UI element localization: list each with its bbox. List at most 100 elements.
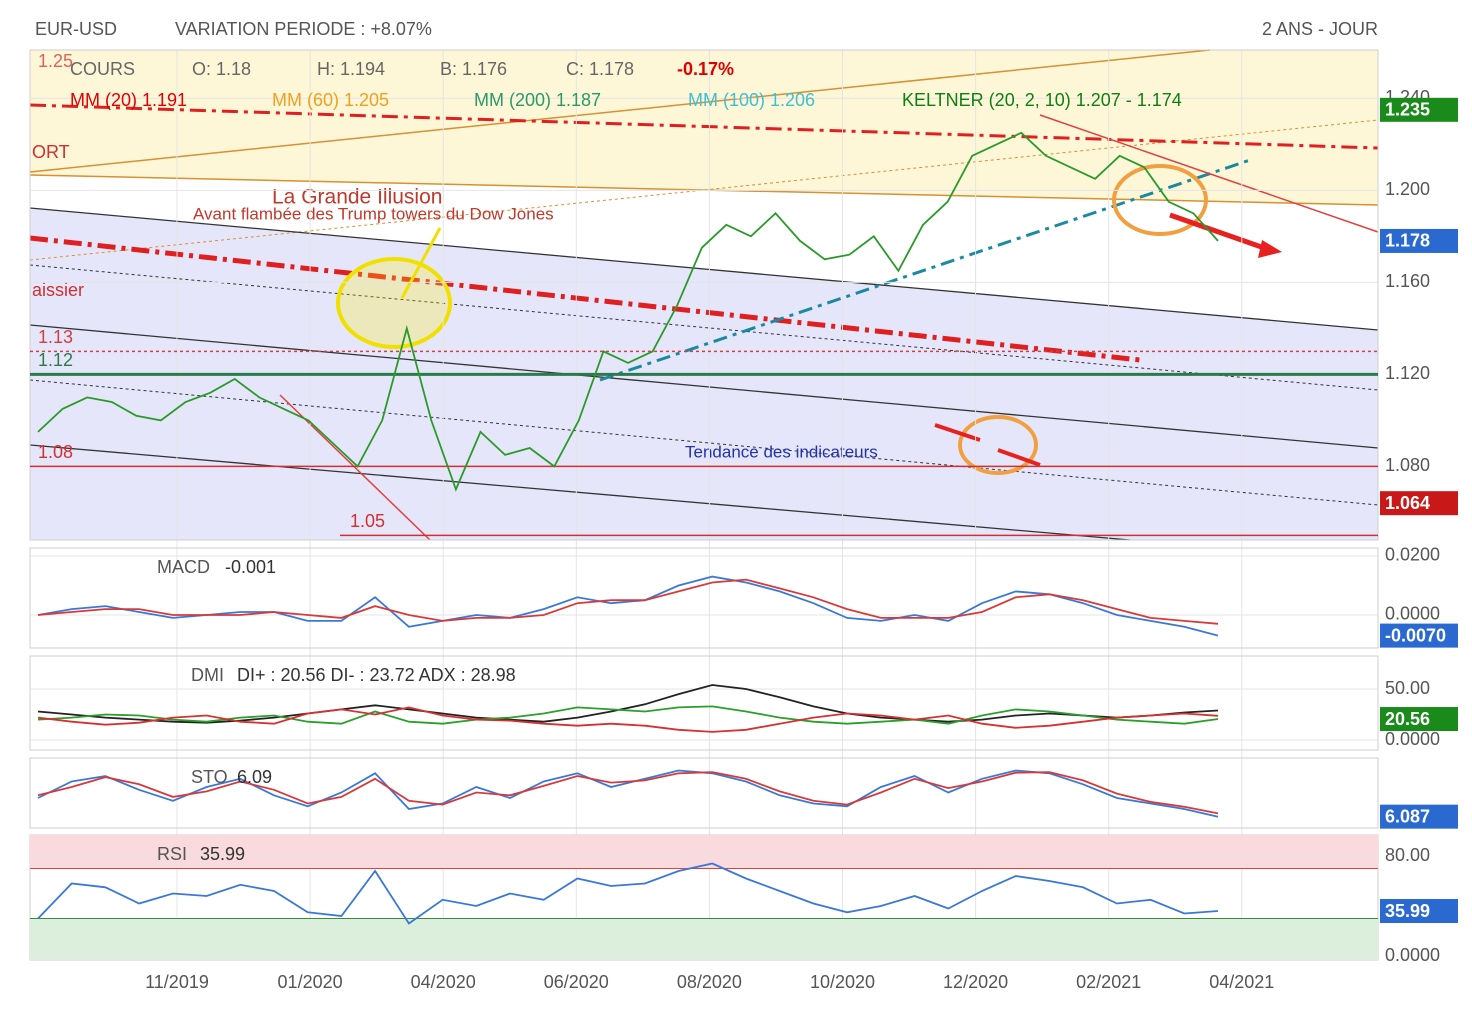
legend-entry: C: 1.178	[566, 59, 634, 79]
level-label: 1.12	[38, 350, 73, 370]
value-badge	[1380, 707, 1458, 732]
channel-line	[29, 324, 1379, 449]
badge-label: 35.99	[1385, 901, 1430, 921]
x-tick-label: 11/2019	[145, 972, 209, 992]
series-line	[37, 862, 1219, 925]
series-line	[37, 575, 1219, 637]
badge-label: 1.178	[1385, 231, 1430, 251]
y-tick-label: 0.0200	[1385, 545, 1440, 565]
y-tick-label: 0.0000	[1385, 945, 1440, 965]
value-badge	[1380, 491, 1458, 516]
annotation: aissier	[32, 280, 84, 300]
y-tick-label: 50.00	[1385, 678, 1430, 698]
y-tick-label: 1.200	[1385, 179, 1430, 199]
legend-entry: -0.17%	[677, 59, 734, 79]
trend-line	[1039, 114, 1379, 233]
panel-frame	[29, 757, 1379, 829]
value-badge	[1380, 899, 1458, 924]
panel-readout: 6.09	[237, 767, 272, 787]
level-label: 1.08	[38, 442, 73, 462]
x-tick-label: 10/2020	[810, 972, 875, 992]
badge-label: 1.235	[1385, 100, 1430, 120]
panel-label: DMI	[191, 665, 224, 685]
arrow-head	[1258, 240, 1282, 258]
channel-line	[29, 207, 1379, 331]
legend-entry: COURS	[70, 59, 135, 79]
legend-entry: O: 1.18	[192, 59, 251, 79]
highlight-circle	[336, 257, 452, 349]
badge-label: 6.087	[1385, 806, 1430, 826]
y-tick-label: 80.00	[1385, 845, 1430, 865]
resistance-line	[29, 103, 1379, 150]
annotation: La Grande Illusion	[272, 186, 442, 209]
x-tick-label: 12/2020	[943, 972, 1008, 992]
resistance-line	[29, 235, 1141, 363]
series-line	[37, 769, 1219, 818]
annotation: ORT	[32, 142, 70, 162]
legend-entry: H: 1.194	[317, 59, 385, 79]
level-label: 1.25	[38, 51, 73, 71]
panel-label: STO	[191, 767, 228, 787]
panel-frame	[29, 547, 1379, 649]
channel-line	[29, 379, 1379, 506]
panel-frame	[29, 49, 1379, 541]
legend-entry: MM (20) 1.191	[70, 90, 187, 110]
x-tick-label: 02/2021	[1076, 972, 1141, 992]
level-label: 1.13	[38, 327, 73, 347]
variation: VARIATION PERIODE : +8.07%	[175, 19, 432, 39]
trend-line	[29, 119, 1379, 261]
panel-label: MACD	[157, 557, 210, 577]
x-tick-label: 04/2020	[411, 972, 476, 992]
y-tick-label: 1.120	[1385, 363, 1430, 383]
panel-label: RSI	[157, 844, 187, 864]
trend-arrow	[1169, 212, 1271, 253]
symbol: EUR-USD	[35, 19, 117, 39]
x-tick-label: 06/2020	[544, 972, 609, 992]
overbought-zone	[30, 835, 1378, 869]
channel-line	[29, 264, 1379, 391]
highlight-circle	[1112, 164, 1208, 236]
panel-readout: 35.99	[200, 844, 245, 864]
legend-entry: MM (100) 1.206	[688, 90, 815, 110]
series-line	[37, 706, 1219, 733]
legend-entry: B: 1.176	[440, 59, 507, 79]
channel-line	[29, 444, 1131, 541]
y-tick-label: 1.160	[1385, 271, 1430, 291]
panel-readout: -0.001	[225, 557, 276, 577]
badge-label: 20.56	[1385, 709, 1430, 729]
panel-readout: DI+ : 20.56 DI- : 23.72 ADX : 28.98	[237, 665, 516, 685]
x-tick-label: 01/2020	[278, 972, 343, 992]
value-badge	[1380, 228, 1458, 253]
panel-frame	[29, 655, 1379, 751]
value-badge	[1380, 804, 1458, 829]
value-badge	[1380, 97, 1458, 122]
badge-label: 1.064	[1385, 493, 1430, 513]
annotation: Tendance des indicateurs	[685, 442, 878, 461]
legend-entry: MM (200) 1.187	[474, 90, 601, 110]
trend-line	[29, 49, 1211, 173]
y-tick-label: 1.080	[1385, 455, 1430, 475]
series-line	[37, 131, 1219, 492]
value-badge	[1380, 623, 1458, 648]
legend-entry: KELTNER (20, 2, 10) 1.207 - 1.174	[902, 90, 1182, 110]
series-line	[37, 705, 1219, 725]
trend-arrow	[997, 448, 1041, 467]
support-line	[599, 158, 1251, 382]
x-tick-label: 04/2021	[1209, 972, 1274, 992]
oversold-zone	[30, 918, 1378, 960]
level-label: 1.05	[350, 511, 385, 531]
trend-arrow	[934, 423, 981, 442]
pointer-arrow	[400, 227, 442, 299]
highlight-circle	[958, 415, 1038, 475]
series-line	[37, 578, 1219, 625]
y-tick-label: 0.0000	[1385, 604, 1440, 624]
badge-label: -0.0070	[1385, 625, 1446, 645]
y-tick-label: 0.0000	[1385, 729, 1440, 749]
legend-entry: MM (60) 1.205	[272, 90, 389, 110]
x-tick-label: 08/2020	[677, 972, 742, 992]
annotation: Avant flambée des Trump towers du Dow Jo…	[193, 204, 554, 223]
period: 2 ANS - JOUR	[1262, 19, 1378, 39]
series-line	[37, 771, 1219, 815]
